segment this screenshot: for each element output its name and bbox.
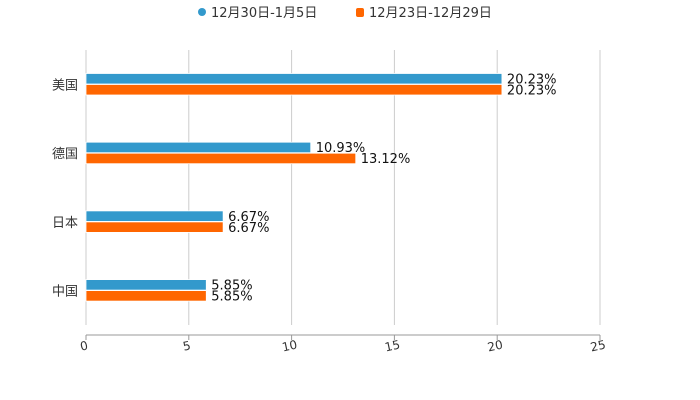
bar-week1 [85, 279, 207, 291]
bar-week2 [85, 152, 357, 165]
category-label: 中国 [52, 285, 78, 300]
x-tick-label: 20 [486, 338, 504, 355]
x-tick-label: 10 [281, 338, 299, 355]
bar-week1 [85, 210, 224, 222]
data-label: 5.85% [211, 279, 252, 294]
x-tick-label: 25 [589, 338, 607, 355]
legend-label: 12月23日-12月29日 [369, 6, 492, 21]
data-label: 13.12% [361, 152, 411, 167]
bar-week1 [85, 73, 503, 85]
x-tick-label: 15 [383, 338, 401, 355]
data-label: 6.67% [228, 210, 269, 225]
data-label: 20.23% [507, 73, 557, 88]
category-label: 德国 [52, 147, 78, 162]
category-label: 美国 [52, 79, 78, 94]
category-label: 日本 [52, 216, 78, 231]
x-tick-label: 5 [182, 338, 192, 353]
data-label: 6.67% [228, 221, 269, 236]
bar-week1 [85, 141, 312, 154]
data-label: 20.23% [507, 84, 557, 99]
legend-marker-circle [198, 8, 206, 16]
legend-marker-square [356, 8, 364, 17]
data-label: 5.85% [211, 290, 252, 305]
bar-week2 [85, 221, 224, 233]
data-label: 10.93% [316, 141, 366, 156]
x-tick-label: 0 [79, 338, 89, 353]
bar-week2 [85, 84, 503, 96]
bar-week2 [85, 290, 207, 302]
legend-label: 12月30日-1月5日 [211, 6, 317, 21]
